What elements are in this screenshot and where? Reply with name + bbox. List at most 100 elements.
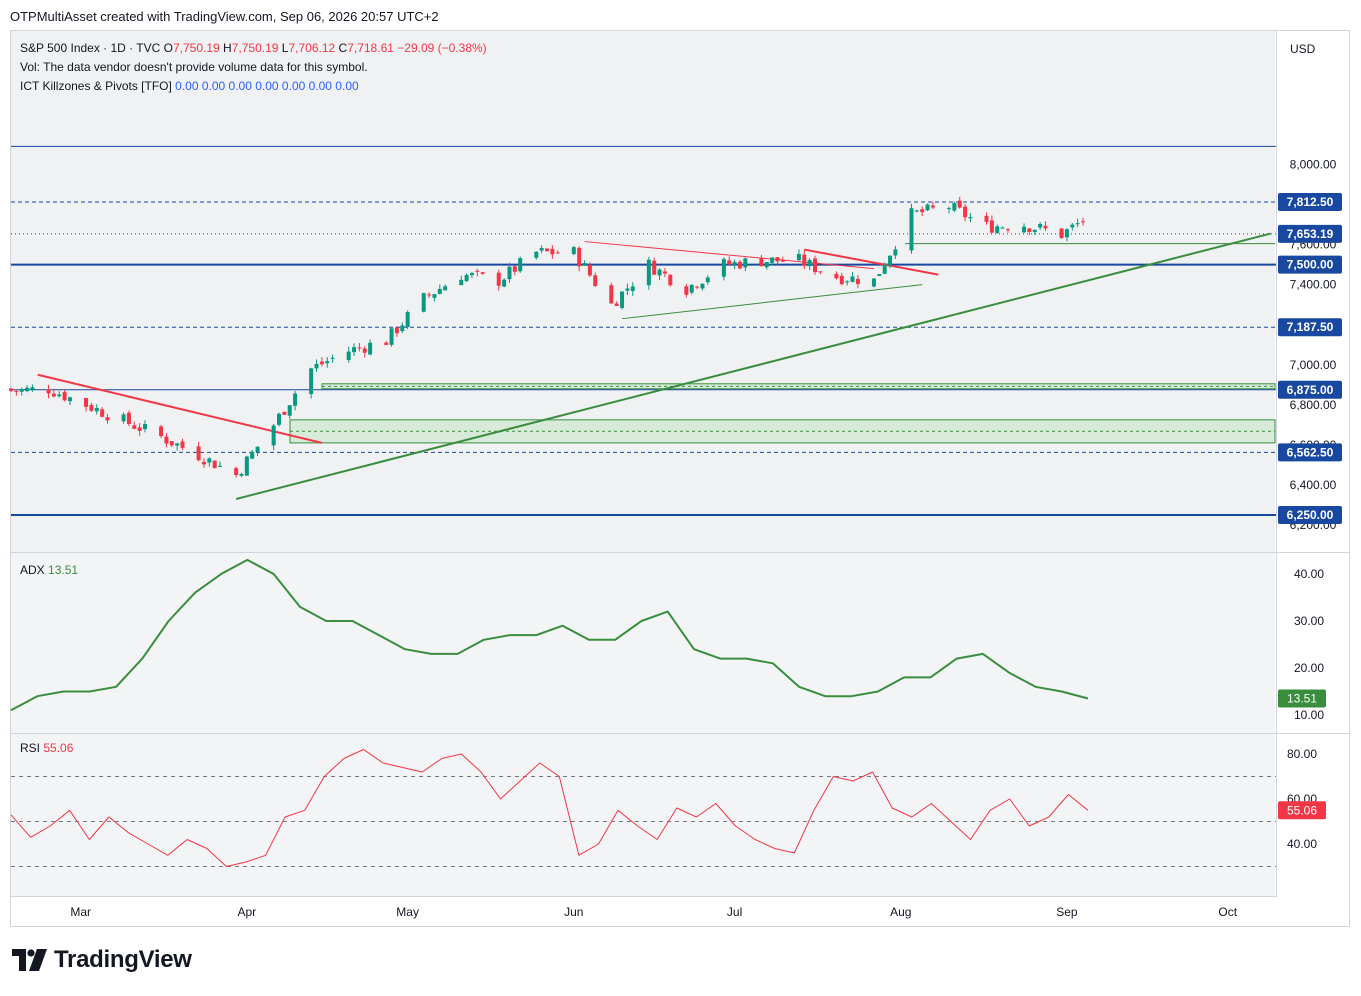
price-label-box <box>1278 318 1342 337</box>
candle-body <box>67 397 72 402</box>
candle-body <box>1022 226 1027 233</box>
adx-pane: 40.00 30.00 20.00 10.00 13.51 <box>10 558 1326 722</box>
tradingview-logo-icon <box>12 949 47 971</box>
price-tick-label: 6,800.00 <box>1290 398 1337 412</box>
candle-body <box>57 394 62 397</box>
logo-wordmark: TradingView <box>54 946 192 973</box>
time-tick-label: Mar <box>70 905 91 919</box>
candle-body <box>1075 223 1080 225</box>
indicator-name[interactable]: ICT Killzones & Pivots [TFO] <box>20 79 172 93</box>
candle-body <box>1070 224 1075 228</box>
candle-body <box>614 303 619 306</box>
candle-body <box>571 247 576 255</box>
candle-body <box>132 425 137 429</box>
candle-body <box>362 348 367 353</box>
adx-value: 13.51 <box>48 563 79 577</box>
candle-body <box>9 388 13 391</box>
candle-body <box>1081 221 1085 223</box>
candle-body <box>995 226 1000 233</box>
candle-body <box>850 276 855 282</box>
candle-body <box>368 342 373 355</box>
candle-body <box>421 293 426 312</box>
candle-body <box>475 270 480 272</box>
rsi-value-label: 55.06 <box>1287 803 1317 817</box>
candlesticks <box>9 196 1085 478</box>
price-label-box <box>1278 443 1342 462</box>
tradingview-logo[interactable]: TradingView <box>12 946 192 974</box>
candle-body <box>582 263 587 266</box>
candle-body <box>19 388 24 392</box>
rsi-label[interactable]: RSI <box>20 741 41 755</box>
candle-body <box>212 460 217 469</box>
price-label-text: 7,812.50 <box>1287 195 1334 209</box>
candle-body <box>325 361 330 364</box>
candle-body <box>657 269 662 276</box>
candle-body <box>94 407 99 412</box>
price-axis-background <box>1276 31 1349 897</box>
candle-body <box>555 252 560 254</box>
candle-body <box>593 275 598 286</box>
rsi-line <box>10 749 1089 867</box>
candle-body <box>737 261 742 269</box>
candle-body <box>759 258 764 267</box>
candle-body <box>1027 228 1032 232</box>
price-level-labels: 7,812.50 7,653.19 7,500.00 7,187.50 6,875.00… <box>1278 193 1342 524</box>
adx-label[interactable]: ADX <box>20 563 45 577</box>
change-value: −29.09 (−0.38%) <box>397 41 487 55</box>
candle-body <box>802 254 807 266</box>
candle-body <box>668 274 673 286</box>
candle-body <box>545 248 549 252</box>
candle-body <box>957 200 962 208</box>
candle-body <box>293 393 298 406</box>
candle-body <box>952 203 957 211</box>
candle-body <box>839 275 844 285</box>
candle-body <box>46 389 51 394</box>
candle-body <box>196 446 201 461</box>
candle-body <box>727 260 732 265</box>
candle-body <box>502 279 507 287</box>
adx-value-label: 13.51 <box>1287 692 1317 706</box>
candle-body <box>818 271 823 273</box>
indicator-row: ICT Killzones & Pivots [TFO] 0.00 0.00 0… <box>20 77 487 96</box>
candle-body <box>770 257 775 263</box>
adx-line <box>10 558 1089 712</box>
candle-body <box>1000 227 1005 229</box>
symbol-name[interactable]: S&P 500 Index · 1D · TVC <box>20 41 161 55</box>
candle-body <box>164 436 169 444</box>
currency-label[interactable]: USD <box>1290 42 1316 56</box>
candle-body <box>287 405 292 416</box>
symbol-legend: S&P 500 Index · 1D · TVC O7,750.19 H7,75… <box>20 39 487 96</box>
candle-body <box>62 392 67 401</box>
candle-body <box>721 259 726 277</box>
close-value: 7,718.61 <box>347 41 394 55</box>
candle-body <box>89 404 94 411</box>
rsi-tick-label: 40.00 <box>1287 837 1317 851</box>
rsi-tick-label: 80.00 <box>1287 747 1317 761</box>
candle-body <box>30 387 35 390</box>
price-label-text: 6,250.00 <box>1287 508 1334 522</box>
breakout-line <box>804 248 939 276</box>
candle-body <box>400 325 405 332</box>
candle-body <box>159 426 164 437</box>
candle-body <box>845 281 850 283</box>
rsi-pane-background <box>11 734 1275 896</box>
candle-body <box>893 249 898 256</box>
candle-body <box>432 294 437 298</box>
candle-body <box>330 357 335 359</box>
time-tick-label: Oct <box>1218 905 1237 919</box>
candle-body <box>405 312 410 328</box>
candle-body <box>780 260 785 262</box>
time-axis: Mar Apr May Jun Jul Aug Sep Oct <box>70 905 1237 919</box>
candle-body <box>250 451 255 459</box>
candle-body <box>282 411 287 415</box>
long-uptrend-line <box>235 232 1271 500</box>
candle-body <box>352 347 357 353</box>
candle-body <box>689 284 694 293</box>
candle-body <box>207 458 212 463</box>
candle-body <box>813 258 817 273</box>
low-value: 7,706.12 <box>288 41 336 55</box>
candle-body <box>834 273 839 279</box>
adx-pane-background <box>11 553 1275 733</box>
